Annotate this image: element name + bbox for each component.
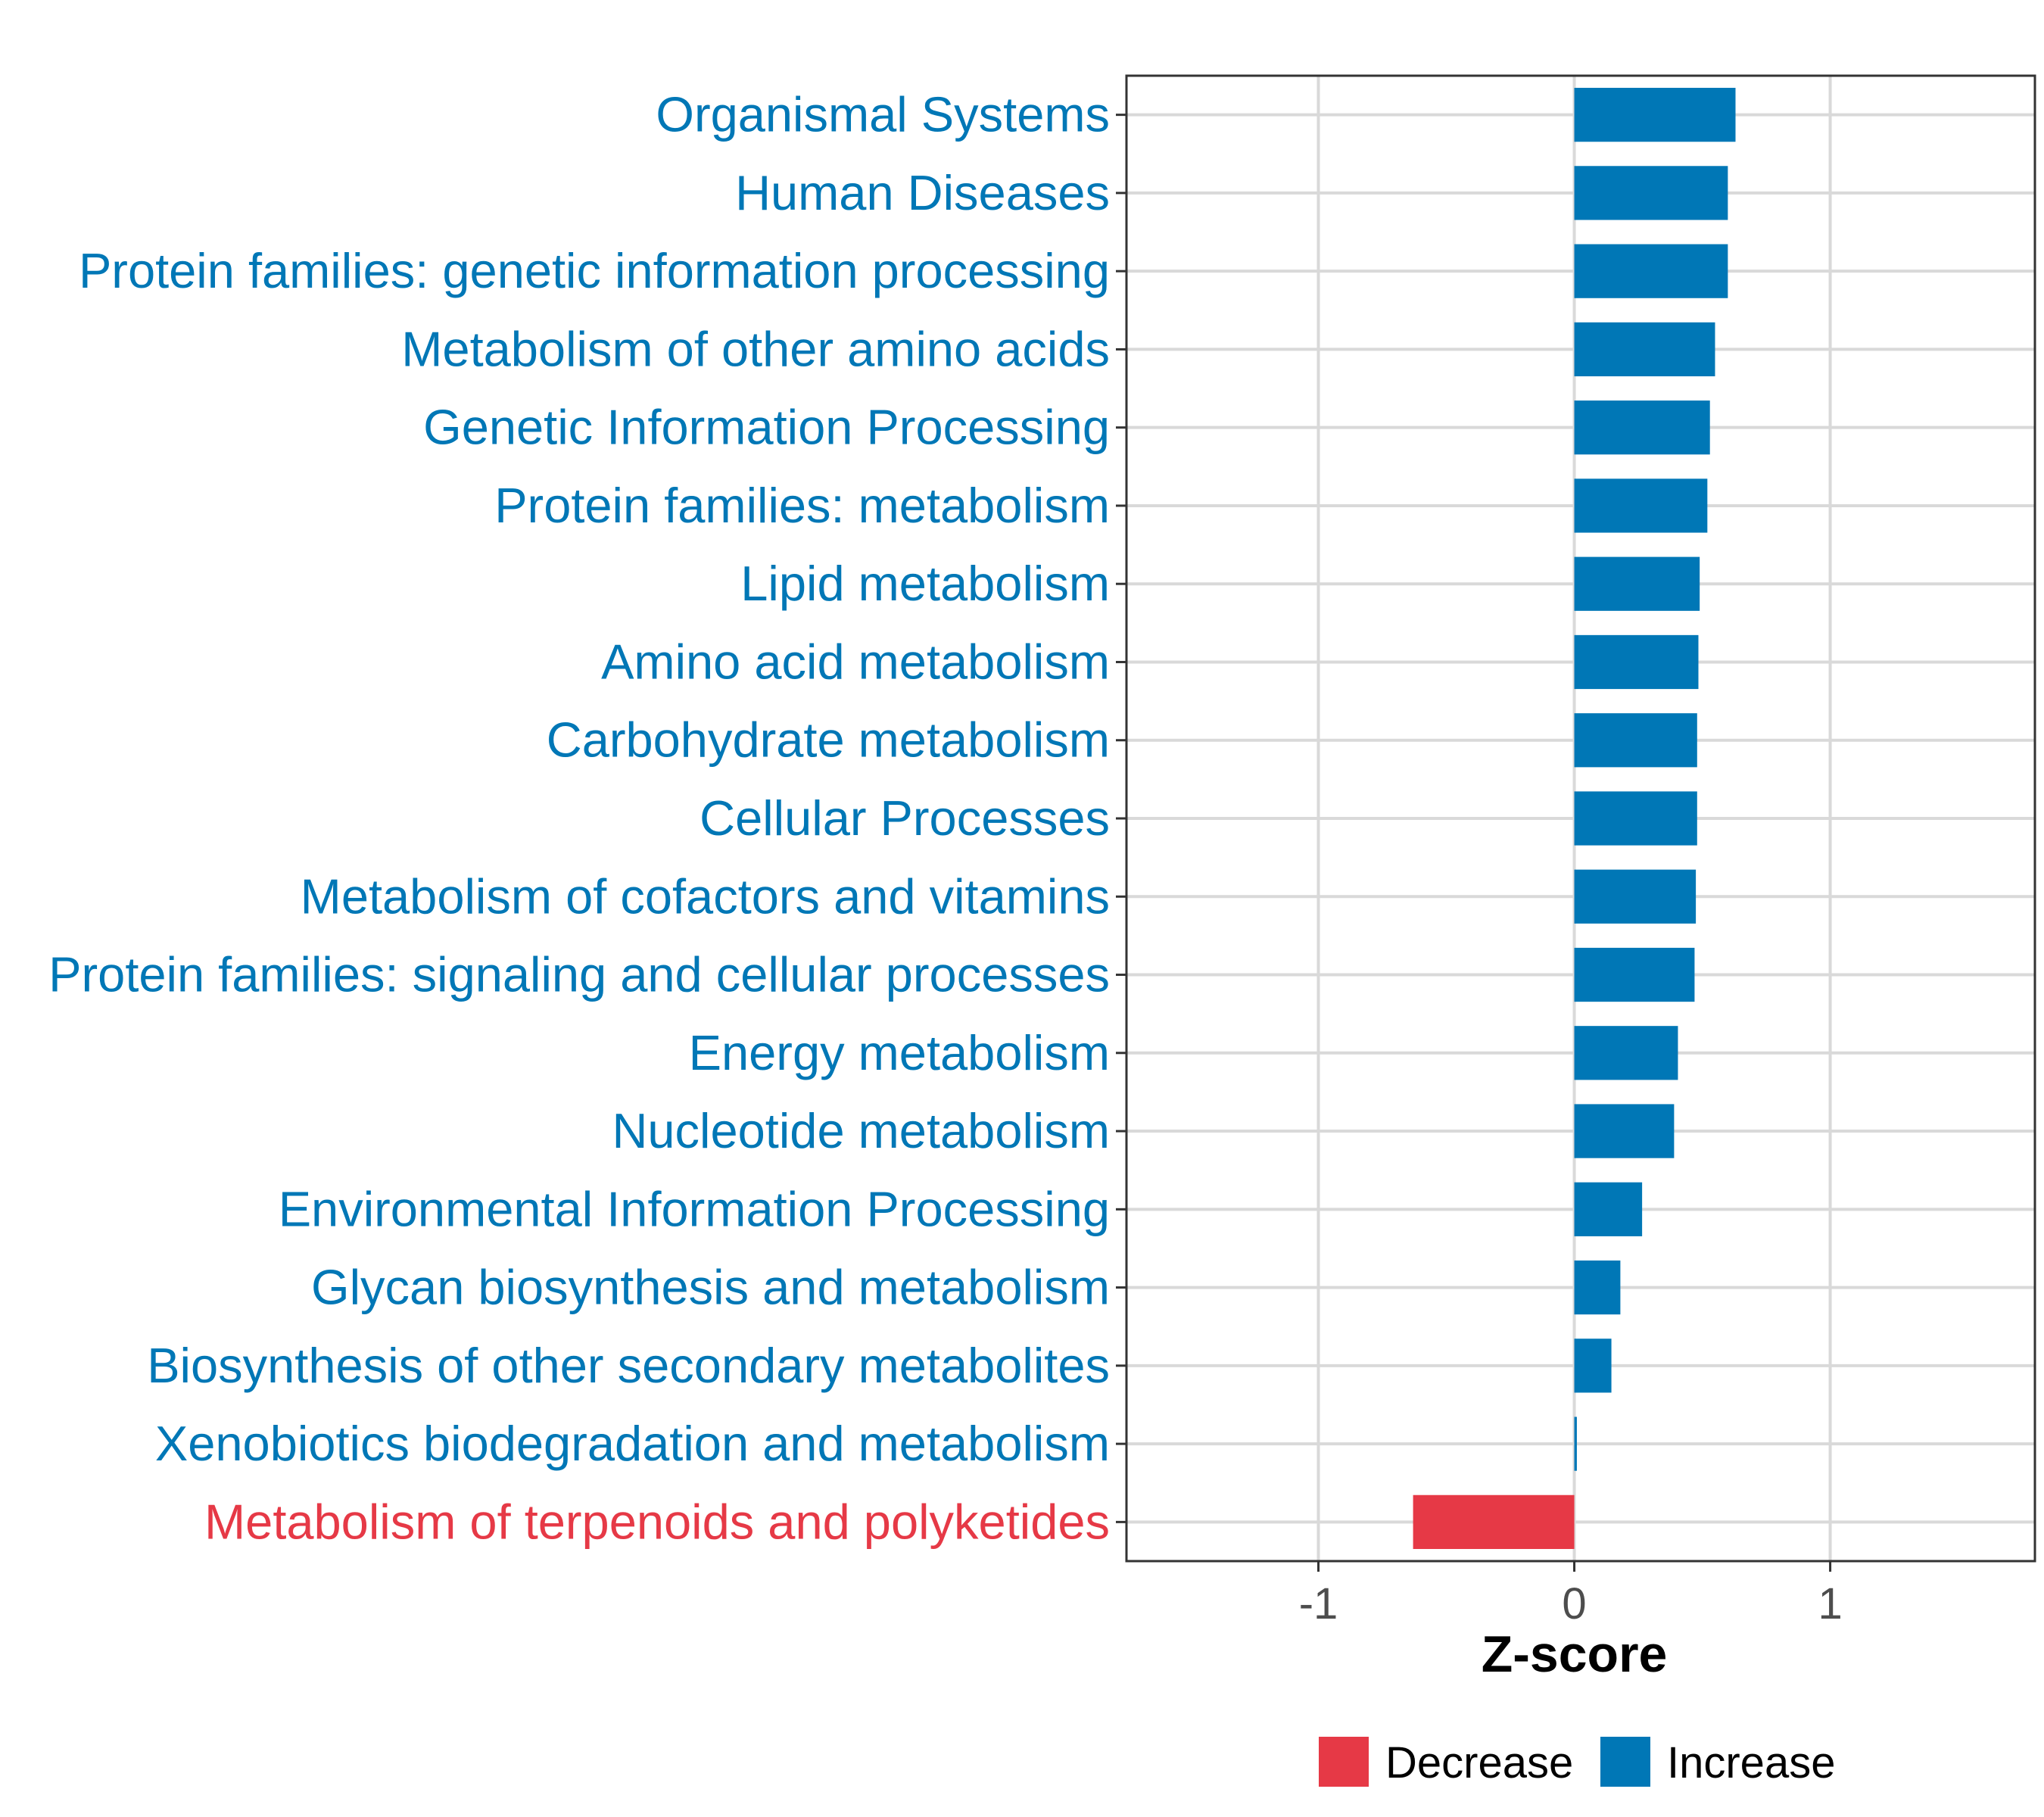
bar [1574, 478, 1708, 533]
category-labels: Organismal Systems Human Diseases Protein … [48, 87, 1110, 1550]
category-label: Metabolism of terpenoids and polyketides [204, 1494, 1110, 1549]
category-label: Nucleotide metabolism [612, 1103, 1110, 1158]
bar [1574, 1417, 1577, 1471]
category-label: Organismal Systems [656, 87, 1110, 142]
bar [1574, 556, 1700, 611]
bar [1574, 1182, 1643, 1236]
category-label: Protein families: signaling and cellular… [48, 947, 1110, 1002]
category-label: Genetic Information Processing [423, 400, 1110, 455]
bar [1574, 322, 1715, 377]
bar [1574, 1339, 1612, 1393]
category-label: Biosynthesis of other secondary metaboli… [147, 1338, 1110, 1393]
x-tick-label: 1 [1818, 1579, 1842, 1628]
category-label: Cellular Processes [700, 790, 1110, 846]
category-label: Energy metabolism [689, 1025, 1110, 1080]
category-label: Protein families: metabolism [494, 478, 1110, 533]
category-label: Metabolism of other amino acids [401, 321, 1110, 376]
legend-label-increase: Increase [1667, 1738, 1835, 1787]
bar [1574, 947, 1695, 1002]
category-label: Environmental Information Processing [279, 1181, 1110, 1236]
legend-swatch-decrease [1319, 1737, 1369, 1787]
bar [1574, 244, 1728, 298]
bar [1574, 869, 1697, 924]
bar [1574, 1026, 1678, 1080]
category-label: Amino acid metabolism [601, 634, 1110, 689]
bar [1574, 791, 1697, 846]
x-tick-label: 0 [1562, 1579, 1586, 1628]
category-label: Carbohydrate metabolism [547, 712, 1110, 768]
bar [1574, 1104, 1675, 1158]
category-label: Lipid metabolism [740, 556, 1110, 611]
bar [1413, 1494, 1575, 1549]
bars [1413, 88, 1736, 1549]
x-axis-ticks: -1 0 1 [1299, 1561, 1843, 1628]
category-label: Human Diseases [735, 165, 1110, 220]
legend: Decrease Increase [1319, 1737, 1835, 1787]
bar [1574, 1260, 1621, 1315]
bar [1574, 88, 1736, 142]
category-label: Xenobiotics biodegradation and metabolis… [155, 1416, 1110, 1471]
legend-swatch-increase [1600, 1737, 1650, 1787]
bar [1574, 400, 1710, 455]
category-label: Glycan biosynthesis and metabolism [311, 1260, 1110, 1315]
bar [1574, 166, 1728, 220]
bar [1574, 713, 1697, 768]
y-axis-ticks [1116, 114, 1126, 1523]
bar [1574, 634, 1699, 690]
category-label: Metabolism of cofactors and vitamins [301, 868, 1110, 924]
x-tick-label: -1 [1299, 1579, 1338, 1628]
x-axis-title: Z-score [1482, 1625, 1668, 1683]
category-label: Protein families: genetic information pr… [79, 243, 1110, 298]
legend-label-decrease: Decrease [1385, 1738, 1573, 1787]
